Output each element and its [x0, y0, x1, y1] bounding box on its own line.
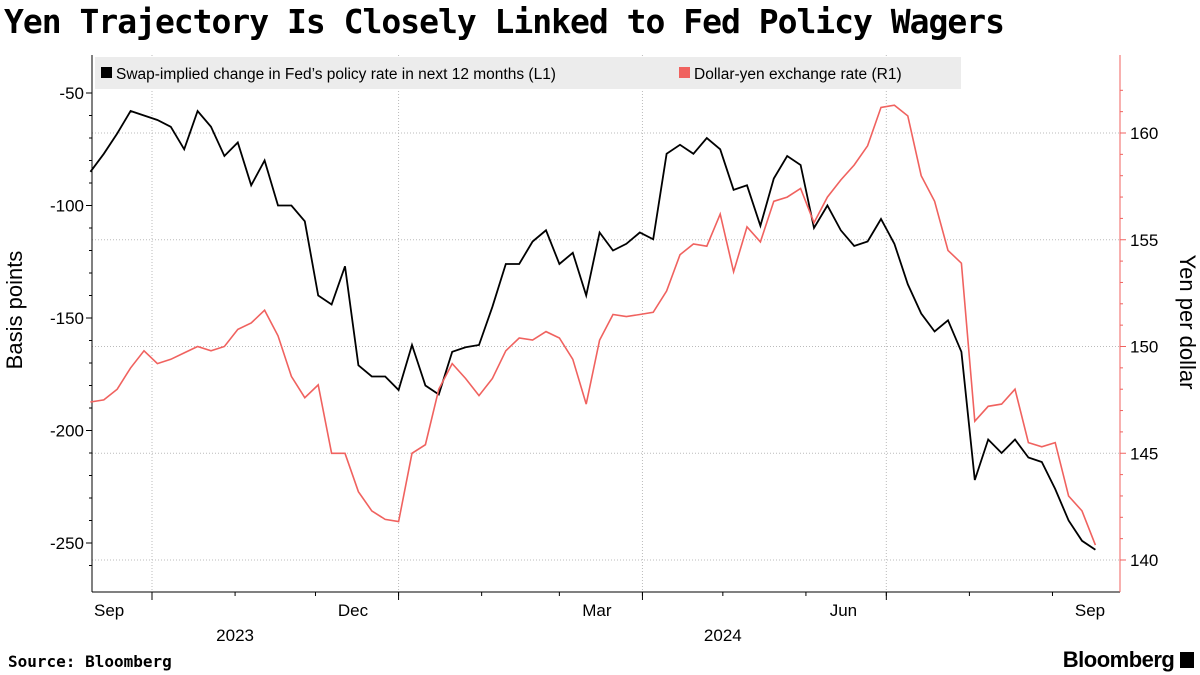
- series-line-usdjpy: [90, 104, 1097, 546]
- left-axis-title: Basis points: [2, 251, 27, 370]
- legend-swatch: [679, 67, 690, 78]
- source-note: Source: Bloomberg: [8, 652, 172, 671]
- left-tick-label: -250: [50, 534, 84, 553]
- right-tick-label: 140: [1130, 551, 1158, 570]
- legend-swatch: [101, 67, 112, 78]
- right-tick-label: 150: [1130, 338, 1158, 357]
- series-line-fed-swap: [89, 109, 1096, 551]
- left-tick-label: -50: [59, 84, 84, 103]
- right-tick-label: 160: [1130, 124, 1158, 143]
- x-year-label: 2024: [704, 626, 742, 645]
- left-tick-label: -100: [50, 197, 84, 216]
- legend: Swap-implied change in Fed’s policy rate…: [95, 57, 961, 89]
- right-axis-title: Yen per dollar: [1175, 255, 1200, 390]
- right-tick-label: 155: [1130, 231, 1158, 250]
- left-tick-label: -200: [50, 422, 84, 441]
- legend-label: Dollar-yen exchange rate (R1): [694, 66, 902, 83]
- x-tick-label: Sep: [94, 601, 124, 620]
- right-tick-label: 145: [1130, 444, 1158, 463]
- x-tick-label: Mar: [582, 601, 612, 620]
- bloomberg-logo: Bloomberg: [1063, 647, 1194, 673]
- chart-title: Yen Trajectory Is Closely Linked to Fed …: [4, 2, 1005, 41]
- x-tick-label: Sep: [1075, 601, 1105, 620]
- x-tick-label: Jun: [830, 601, 857, 620]
- x-year-label: 2023: [216, 626, 254, 645]
- x-tick-label: Dec: [338, 601, 369, 620]
- logo-text: Bloomberg: [1062, 647, 1175, 672]
- legend-label: Swap-implied change in Fed’s policy rate…: [116, 66, 556, 83]
- left-tick-label: -150: [50, 309, 84, 328]
- logo-icon: [1180, 652, 1194, 668]
- legend-background: [95, 57, 961, 89]
